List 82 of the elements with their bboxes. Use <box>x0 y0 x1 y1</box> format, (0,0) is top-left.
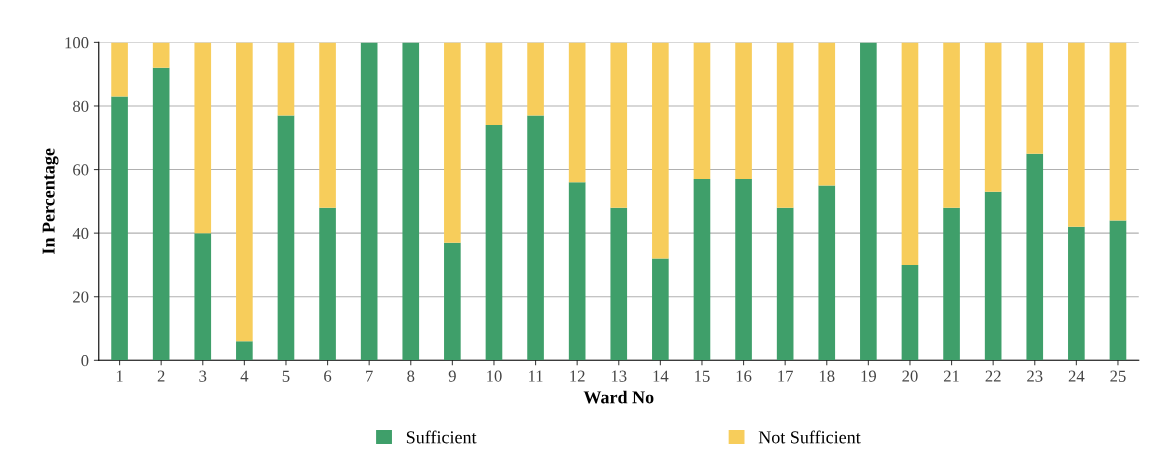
bar <box>735 42 752 180</box>
bar <box>402 42 420 361</box>
bar <box>111 42 128 97</box>
bar <box>1068 42 1085 227</box>
bar <box>568 42 586 183</box>
bar <box>236 42 253 342</box>
bar <box>652 42 669 259</box>
bar <box>984 191 1002 361</box>
bar <box>776 42 794 208</box>
legend-label: Not Sufficient <box>758 430 861 444</box>
bar <box>152 67 170 361</box>
bar <box>1068 226 1085 361</box>
x-tick-label: 10 <box>487 370 502 382</box>
bar <box>901 42 919 265</box>
bar <box>152 42 170 68</box>
x-tick-label: 12 <box>570 370 585 382</box>
x-tick-label: 16 <box>736 370 752 382</box>
bar <box>818 185 836 361</box>
bar <box>984 42 1002 192</box>
bar <box>360 42 378 361</box>
bar <box>1026 153 1044 361</box>
x-tick-label: 20 <box>902 370 918 382</box>
bar <box>610 42 628 208</box>
x-tick-label: 24 <box>1068 370 1085 382</box>
bar <box>236 341 253 361</box>
x-tick-label: 1 <box>116 370 123 382</box>
bar <box>652 258 669 361</box>
x-tick-label: 18 <box>819 370 835 382</box>
bar <box>319 42 336 208</box>
bar <box>444 242 461 361</box>
x-tick-label: 6 <box>324 370 332 382</box>
x-tick-label: 25 <box>1110 370 1126 382</box>
x-tick-label: 13 <box>611 370 627 382</box>
bar <box>527 115 544 361</box>
bar <box>568 182 586 361</box>
x-tick-label: 5 <box>282 370 290 382</box>
bar <box>1026 42 1044 154</box>
bar <box>735 179 752 361</box>
x-tick-label: 21 <box>943 370 959 382</box>
bar <box>693 179 711 361</box>
y-tick-label: 60 <box>73 164 89 176</box>
bar <box>277 115 295 361</box>
y-tick-label: 0 <box>81 355 89 367</box>
bar <box>277 42 295 116</box>
x-axis-title: Ward No <box>583 390 654 404</box>
x-tick-label: 2 <box>157 370 165 382</box>
y-tick-label: 80 <box>73 100 89 112</box>
x-tick-label: 7 <box>366 370 373 382</box>
bar <box>818 42 836 186</box>
x-tick-label: 3 <box>199 370 207 382</box>
x-tick-label: 17 <box>778 370 794 382</box>
legend-label: Sufficient <box>406 430 477 444</box>
x-tick-label: 8 <box>407 370 415 382</box>
bar <box>1109 220 1127 361</box>
y-tick-label: 20 <box>73 291 89 303</box>
x-tick-label: 9 <box>448 370 456 382</box>
bar <box>194 42 212 234</box>
y-axis-title: In Percentage <box>42 148 59 254</box>
bar <box>444 42 461 243</box>
x-tick-label: 4 <box>240 370 249 382</box>
bar <box>610 207 628 361</box>
x-tick-label: 22 <box>985 370 1001 382</box>
x-tick-label: 19 <box>861 370 877 382</box>
bar <box>693 42 711 180</box>
bar <box>527 42 544 116</box>
bar <box>485 125 503 361</box>
x-tick-label: 23 <box>1027 370 1043 382</box>
bar <box>943 42 960 208</box>
bar <box>1109 42 1127 221</box>
y-tick-label: 100 <box>65 37 89 49</box>
x-tick-label: 14 <box>653 370 669 382</box>
bar <box>111 96 128 361</box>
x-tick-label: 15 <box>695 370 710 382</box>
y-tick-label: 40 <box>72 227 89 240</box>
bar <box>943 207 960 361</box>
bar <box>319 207 336 361</box>
bar <box>860 42 877 361</box>
x-tick-label: 11 <box>529 370 543 382</box>
bar <box>901 264 919 361</box>
bar <box>194 233 212 361</box>
bar <box>485 42 503 126</box>
bar <box>776 207 794 361</box>
